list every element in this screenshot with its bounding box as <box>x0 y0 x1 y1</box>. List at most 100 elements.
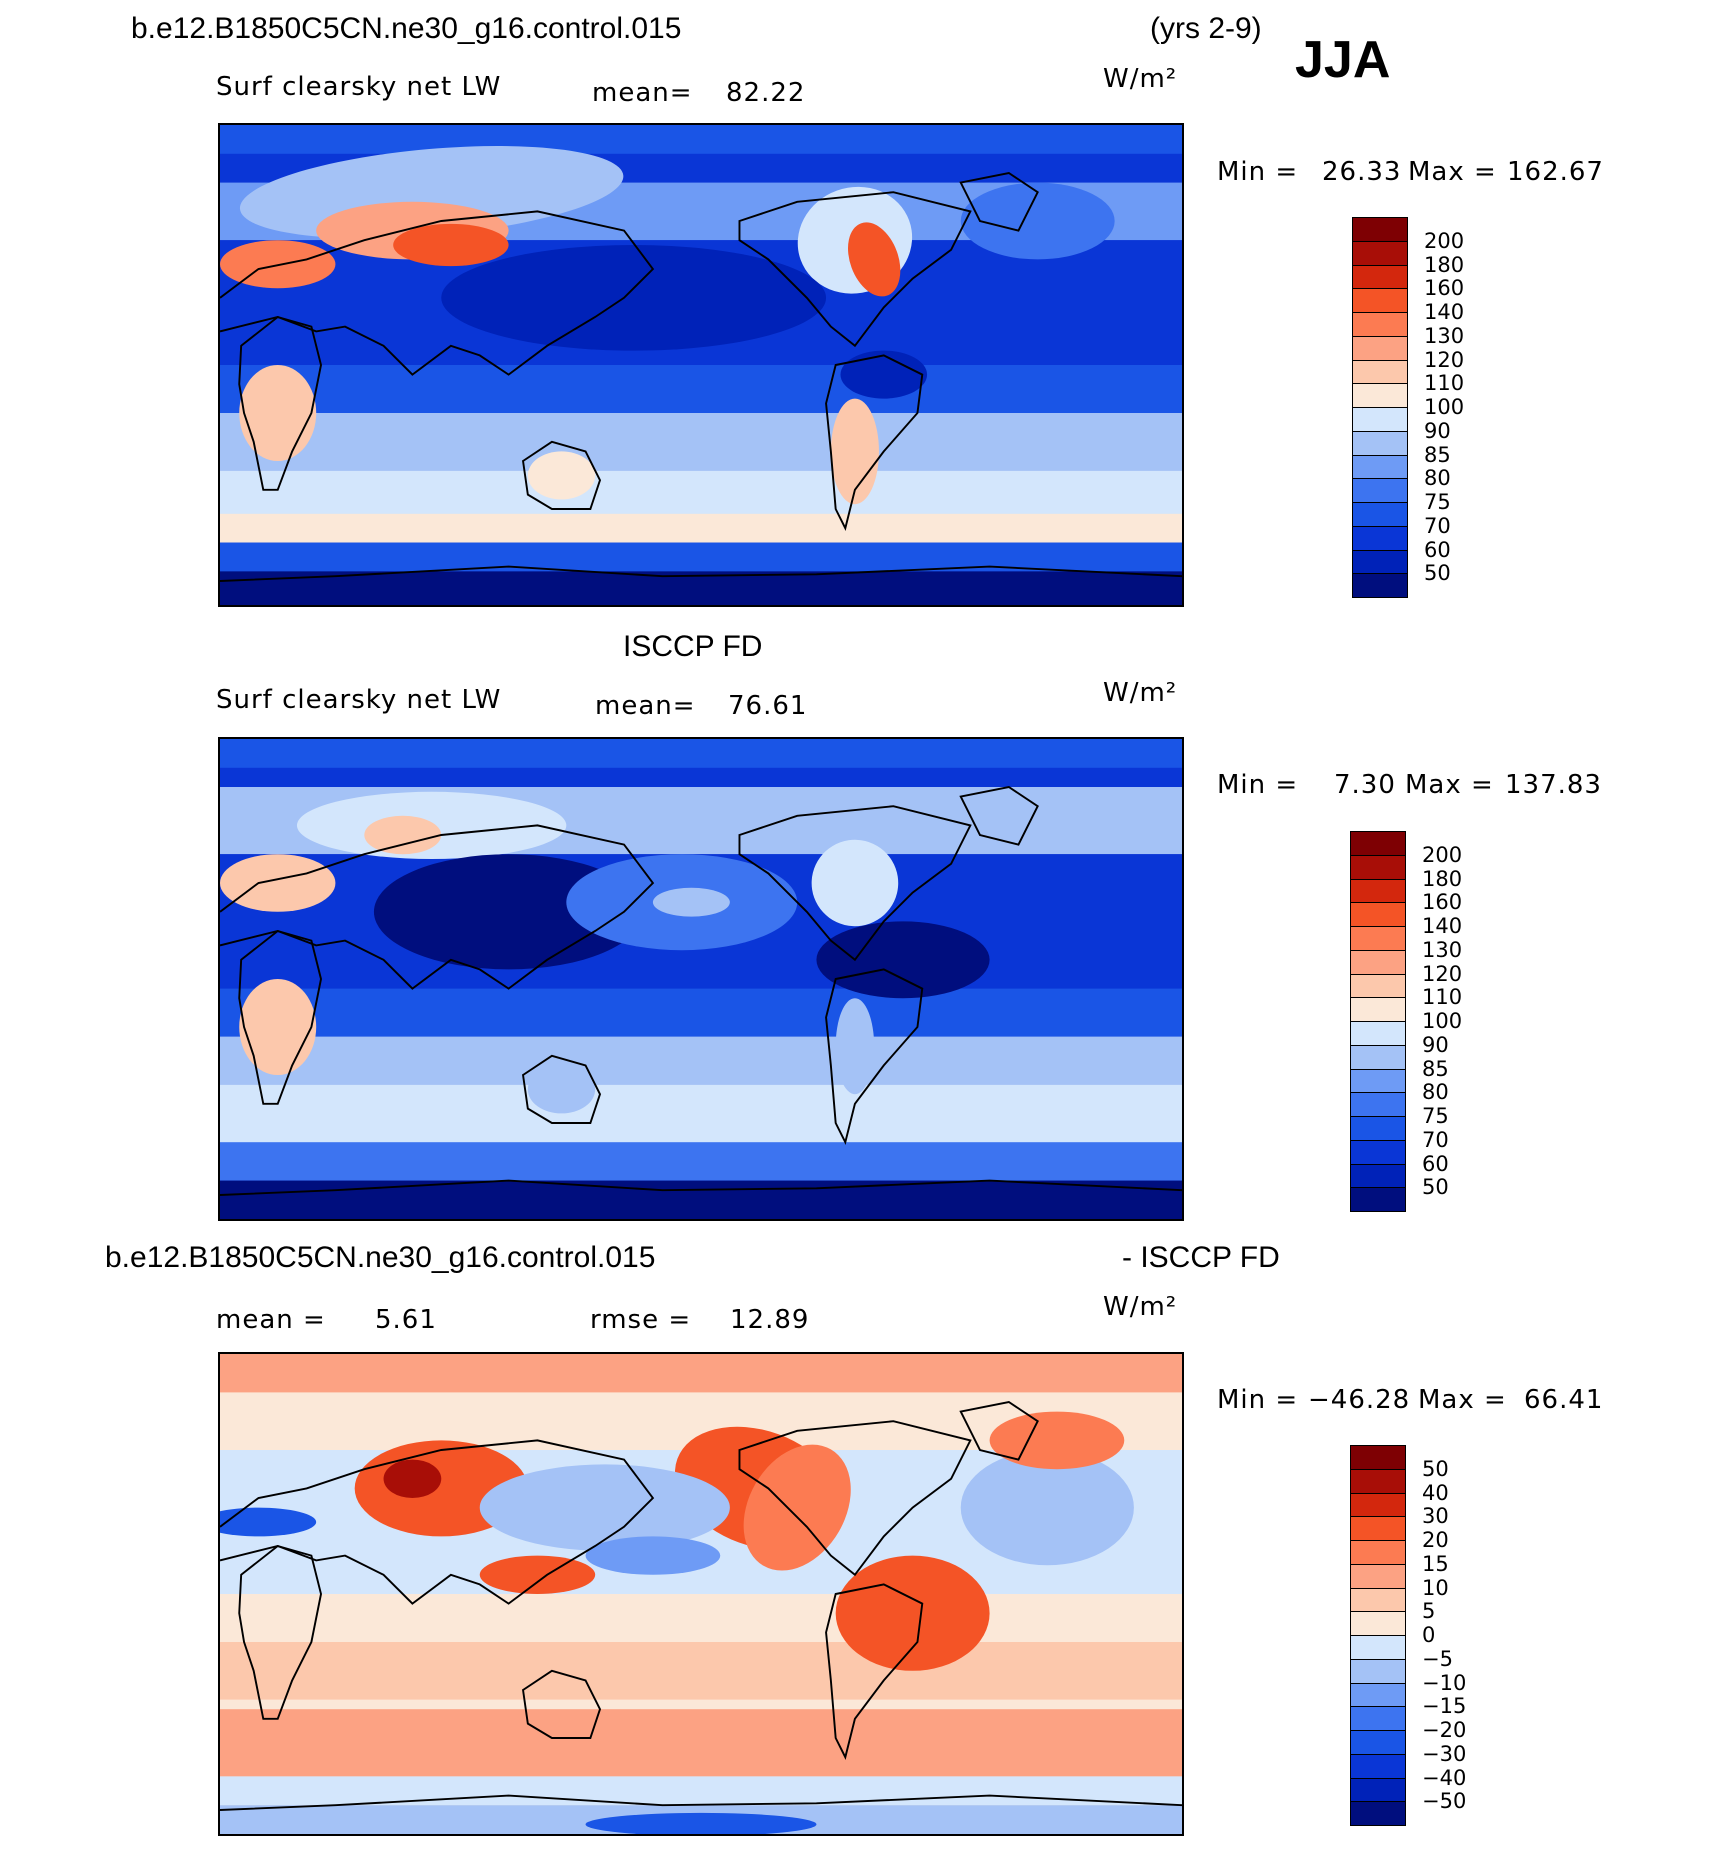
colorbar-level-label: 60 <box>1422 1151 1449 1176</box>
colorbar-level-label: −20 <box>1422 1718 1467 1742</box>
panel1-min-label: Min = <box>1217 157 1299 187</box>
colorbar-level-label: 100 <box>1424 395 1465 419</box>
colorbar-box <box>1350 1044 1406 1070</box>
colorbar-box <box>1350 1753 1406 1779</box>
colorbar-box <box>1350 1492 1406 1518</box>
panel2-mean-label: mean= <box>595 691 696 721</box>
colorbar-level-label: 140 <box>1422 914 1463 938</box>
colorbar-level-label: 160 <box>1424 276 1465 301</box>
colorbar-box <box>1352 407 1408 432</box>
colorbar-level-label: 140 <box>1424 300 1465 324</box>
colorbar-box <box>1352 217 1408 242</box>
colorbar-level-label: 180 <box>1424 252 1465 277</box>
colorbar-level-label: 160 <box>1422 890 1463 915</box>
panel3-min-label: Min = <box>1217 1385 1299 1415</box>
colorbar-level-label: −30 <box>1422 1741 1467 1766</box>
colorbar-box <box>1352 549 1408 575</box>
colorbar-level-label: 30 <box>1422 1504 1449 1529</box>
panel3-map <box>218 1352 1184 1836</box>
panel2-max-label: Max = <box>1405 770 1494 800</box>
panel3-colorbar: 50 40 30 20 15 10 5 0 −5 −10 −15 −20 −30 −40 −50 <box>1350 1445 1466 1826</box>
colorbar-level-label: −10 <box>1422 1670 1467 1695</box>
colorbar-box <box>1350 1611 1406 1636</box>
colorbar-box <box>1352 335 1408 361</box>
panel2-units: W/m² <box>1103 678 1178 708</box>
colorbar-box <box>1350 1092 1406 1117</box>
years-label: (yrs 2-9) <box>1150 12 1262 45</box>
colorbar-level-label: 80 <box>1422 1080 1449 1105</box>
colorbar-box <box>1352 525 1408 551</box>
panel1-map-svg <box>220 125 1182 605</box>
colorbar-level-label: 180 <box>1422 866 1463 891</box>
colorbar-box <box>1350 997 1406 1022</box>
colorbar-box <box>1352 383 1408 408</box>
panel2-mean-value: 76.61 <box>728 691 808 721</box>
colorbar-box <box>1350 1139 1406 1165</box>
colorbar-box <box>1350 1445 1406 1470</box>
colorbar-box <box>1350 1563 1406 1589</box>
colorbar-level-label: −15 <box>1422 1694 1467 1719</box>
colorbar-box <box>1350 926 1406 951</box>
colorbar-level-label: 85 <box>1424 442 1451 467</box>
colorbar-box <box>1350 1540 1406 1565</box>
colorbar-box <box>1350 831 1406 856</box>
panel3-map-svg <box>220 1354 1182 1834</box>
colorbar-level-label: 90 <box>1422 1032 1449 1057</box>
colorbar-level-label: 90 <box>1424 418 1451 443</box>
colorbar-level-label: 70 <box>1424 513 1451 538</box>
panel2-map <box>218 737 1184 1221</box>
colorbar-box <box>1350 1068 1406 1094</box>
colorbar-level-label: 60 <box>1424 537 1451 562</box>
colorbar-level-label: 110 <box>1422 985 1463 1010</box>
colorbar-level-label: 50 <box>1422 1175 1449 1200</box>
colorbar-box <box>1352 312 1408 337</box>
colorbar-box <box>1352 573 1408 598</box>
colorbar-box <box>1350 1468 1406 1494</box>
panel3-max-value: 66.41 <box>1524 1385 1604 1415</box>
colorbar-box <box>1352 264 1408 290</box>
colorbar-box <box>1350 1658 1406 1684</box>
colorbar-level-label: 200 <box>1424 228 1465 253</box>
colorbar-level-label: −40 <box>1422 1765 1467 1790</box>
colorbar-level-label: 110 <box>1424 371 1465 396</box>
panel1-max-label: Max = <box>1408 157 1497 187</box>
colorbar-level-label: 200 <box>1422 842 1463 867</box>
colorbar-box <box>1350 1682 1406 1708</box>
panel1-colorbar: 200 180 160 140 130 120 110 100 90 85 80 75 70 60 50 <box>1352 217 1464 598</box>
case-title: b.e12.B1850C5CN.ne30_g16.control.015 <box>131 12 682 45</box>
panel3-units: W/m² <box>1103 1292 1178 1322</box>
colorbar-level-label: −50 <box>1422 1789 1467 1814</box>
colorbar-box <box>1350 1635 1406 1660</box>
colorbar-level-label: 130 <box>1422 937 1463 962</box>
panel2-title: ISCCP FD <box>623 630 763 663</box>
colorbar-box <box>1350 878 1406 904</box>
panel1-mean-value: 82.22 <box>726 78 806 108</box>
panel3-rmse-value: 12.89 <box>730 1305 810 1335</box>
panel2-colorbar: 200 180 160 140 130 120 110 100 90 85 80 75 70 60 50 <box>1350 831 1462 1212</box>
colorbar-box <box>1352 502 1408 527</box>
colorbar-level-label: 120 <box>1422 961 1463 986</box>
panel3-title-right: - ISCCP FD <box>1122 1241 1280 1274</box>
colorbar-level-label: 10 <box>1422 1575 1449 1600</box>
colorbar-level-label: 20 <box>1422 1528 1449 1552</box>
panel3-max-label: Max = <box>1418 1385 1507 1415</box>
colorbar-box <box>1352 478 1408 503</box>
panel2-min-label: Min = <box>1217 770 1299 800</box>
colorbar-box <box>1352 359 1408 385</box>
colorbar-level-label: 120 <box>1424 347 1465 372</box>
season-label: JJA <box>1295 31 1391 89</box>
colorbar-box <box>1350 1777 1406 1803</box>
colorbar-level-label: 50 <box>1424 561 1451 586</box>
panel3-min-value: −46.28 <box>1308 1385 1411 1415</box>
panel3-rmse-label: rmse = <box>590 1305 692 1335</box>
colorbar-level-label: 80 <box>1424 466 1451 491</box>
panel2-subtitle: Surf clearsky net LW <box>216 685 502 715</box>
panel1-map <box>218 123 1184 607</box>
colorbar-box <box>1352 430 1408 456</box>
colorbar-level-label: 70 <box>1422 1127 1449 1152</box>
panel2-max-value: 137.83 <box>1505 770 1602 800</box>
colorbar-box <box>1350 1587 1406 1613</box>
colorbar-box <box>1350 1516 1406 1541</box>
colorbar-box <box>1350 1730 1406 1755</box>
colorbar-box <box>1350 949 1406 975</box>
